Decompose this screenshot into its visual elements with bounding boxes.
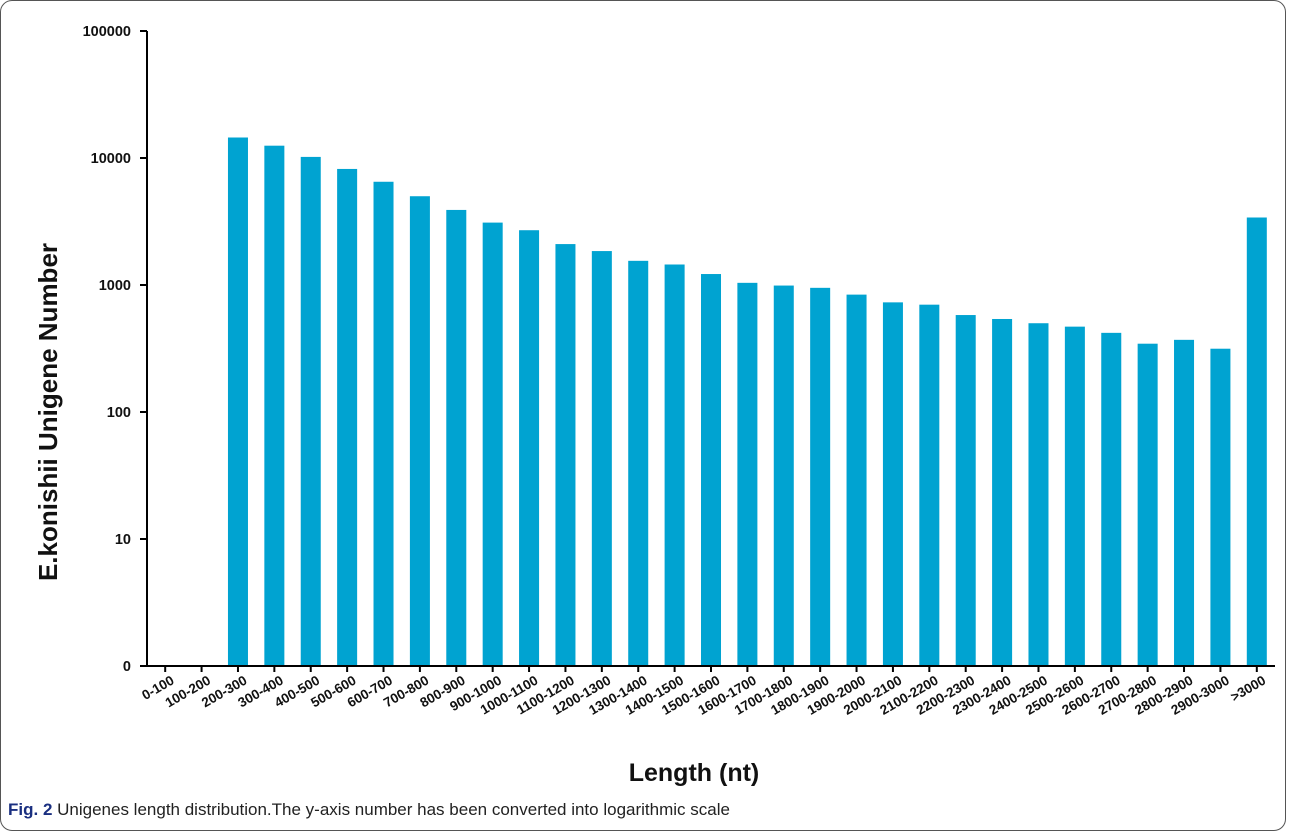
x-axis: 0-100100-200200-300300-400400-500500-600…: [139, 665, 1275, 718]
bar-2700-2800: [1137, 343, 1158, 666]
bar-2300-2400: [992, 318, 1013, 666]
y-tick-label: 10000: [91, 151, 131, 167]
bar-1000-1100: [519, 230, 540, 666]
bar-500-600: [337, 168, 358, 666]
bar-2200-2300: [955, 315, 976, 666]
bar-800-900: [446, 209, 467, 666]
bar-1800-1900: [810, 287, 831, 666]
bar-700-800: [409, 196, 430, 666]
bar-1400-1500: [664, 264, 685, 666]
y-tick-label: 10: [115, 532, 131, 548]
bar-1300-1400: [628, 260, 649, 666]
y-tick-label: 1000: [99, 278, 131, 294]
bar-1100-1200: [555, 244, 576, 666]
bar-2100-2200: [919, 304, 940, 666]
bar-1200-1300: [591, 251, 612, 666]
bar-2000-2100: [882, 302, 903, 666]
y-axis-label: E.konishii Unigene Number: [33, 243, 63, 581]
x-tick-label: >3000: [1228, 673, 1268, 705]
bar-600-700: [373, 181, 394, 666]
bar-400-500: [300, 156, 321, 666]
y-tick-label: 100000: [83, 24, 131, 40]
bar-2900-3000: [1210, 348, 1231, 666]
bar-2600-2700: [1101, 332, 1122, 666]
bar-2500-2600: [1064, 326, 1085, 666]
bar-2400-2500: [1028, 323, 1049, 666]
y-axis: 0 10 100 1000 10000 100000: [83, 24, 148, 675]
bars: [227, 137, 1267, 667]
bar-200-300: [227, 137, 248, 667]
bar-chart: E.konishii Unigene Number Length (nt) 0 1…: [33, 24, 1275, 787]
bar->3000: [1246, 217, 1267, 666]
bar-300-400: [264, 145, 285, 666]
bar-1600-1700: [737, 282, 758, 666]
bar-1700-1800: [773, 285, 794, 666]
figure-label: Fig. 2: [8, 800, 53, 819]
y-tick-label: 100: [107, 405, 131, 421]
bar-1500-1600: [700, 274, 722, 666]
x-axis-label: Length (nt): [629, 759, 760, 787]
figure-caption: Fig. 2 Unigenes length distribution.The …: [8, 800, 730, 820]
bar-1900-2000: [846, 294, 867, 666]
caption-text: Unigenes length distribution.The y-axis …: [52, 800, 730, 819]
y-tick-label: 0: [123, 659, 131, 675]
bar-2800-2900: [1174, 339, 1195, 666]
bar-900-1000: [482, 222, 503, 667]
